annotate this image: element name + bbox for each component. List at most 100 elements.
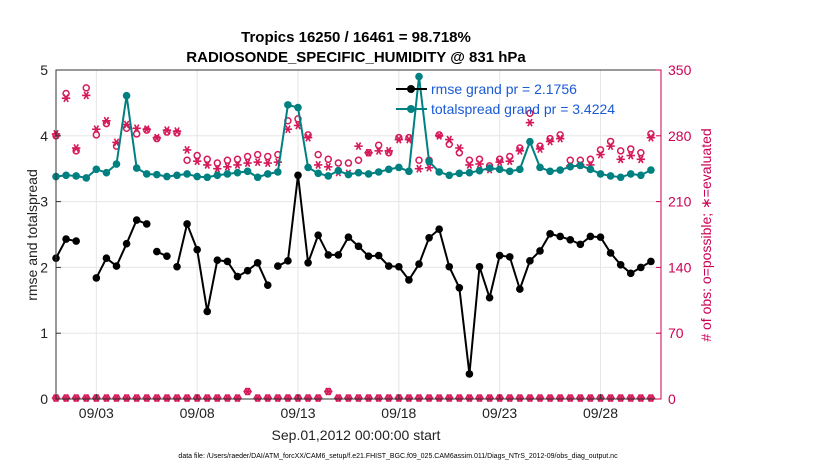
spread-point bbox=[203, 173, 212, 182]
obs-possible-marker bbox=[445, 140, 453, 149]
obs-possible-marker bbox=[334, 159, 343, 167]
spread-point bbox=[566, 162, 575, 171]
obs-possible-marker bbox=[546, 134, 554, 143]
spread-point bbox=[112, 160, 121, 168]
y-right-tick-label: 350 bbox=[668, 62, 692, 78]
x-tick-label: 09/08 bbox=[180, 405, 215, 421]
footnote: data file: /Users/raeder/DAI/ATM_forcXX/… bbox=[178, 453, 618, 460]
obs-bottom-evaluated-marker bbox=[324, 387, 333, 396]
obs-bottom-evaluated-marker bbox=[364, 394, 373, 403]
obs-bottom-evaluated-marker bbox=[606, 394, 615, 403]
obs-bottom-evaluated-marker bbox=[434, 394, 444, 403]
spread-point bbox=[163, 172, 171, 181]
spread-point bbox=[556, 166, 564, 174]
y-tick-label: 0 bbox=[40, 391, 48, 407]
obs-possible-marker bbox=[455, 148, 464, 157]
spread-point bbox=[344, 170, 353, 179]
obs-bottom-evaluated-marker bbox=[243, 387, 252, 396]
obs-bottom-evaluated-marker bbox=[172, 394, 182, 403]
spread-point bbox=[233, 168, 242, 177]
obs-possible-marker bbox=[616, 147, 625, 155]
obs-bottom-evaluated-marker bbox=[626, 394, 635, 403]
y-right-tick-label: 280 bbox=[668, 128, 692, 144]
obs-evaluated-marker bbox=[414, 164, 424, 173]
obs-possible-marker bbox=[82, 84, 90, 92]
spread-point bbox=[485, 164, 494, 172]
obs-possible-marker bbox=[264, 152, 272, 161]
obs-bottom-evaluated-marker bbox=[82, 394, 91, 403]
obs-possible-marker bbox=[92, 131, 101, 139]
spread-point bbox=[475, 166, 484, 175]
obs-bottom-evaluated-marker bbox=[273, 394, 283, 403]
legend-spread-label: totalspread grand pr = 3.4224 bbox=[431, 101, 615, 117]
obs-bottom-evaluated-marker bbox=[213, 394, 222, 403]
obs-evaluated-marker bbox=[626, 151, 635, 160]
rmse-point bbox=[384, 262, 393, 270]
rmse-point bbox=[596, 233, 605, 241]
rmse-point bbox=[183, 220, 191, 228]
x-tick-label: 09/23 bbox=[482, 405, 517, 421]
rmse-point bbox=[576, 240, 585, 249]
rmse-point bbox=[223, 257, 232, 266]
rmse-point bbox=[536, 247, 544, 255]
obs-bottom-evaluated-marker bbox=[152, 394, 162, 403]
spread-point bbox=[415, 72, 423, 81]
obs-bottom-evaluated-marker bbox=[505, 394, 514, 403]
spread-point bbox=[263, 170, 272, 178]
obs-possible-marker bbox=[193, 151, 201, 160]
obs-possible-marker bbox=[526, 109, 534, 117]
legend: rmse grand pr = 2.1756 totalspread grand… bbox=[396, 81, 615, 117]
rmse-point bbox=[647, 257, 655, 266]
spread-point bbox=[616, 173, 625, 182]
obs-bottom-evaluated-marker bbox=[404, 394, 414, 403]
obs-possible-marker bbox=[62, 89, 70, 98]
rmse-point bbox=[566, 235, 575, 244]
obs-possible-marker bbox=[385, 148, 393, 157]
spread-point bbox=[354, 168, 363, 177]
y-tick-label: 2 bbox=[40, 259, 48, 275]
obs-possible-marker bbox=[647, 130, 655, 138]
rmse-point bbox=[616, 260, 625, 269]
obs-possible-marker bbox=[475, 155, 484, 164]
obs-possible-marker bbox=[465, 156, 474, 164]
rmse-point bbox=[193, 245, 201, 254]
obs-possible-marker bbox=[102, 119, 111, 128]
rmse-point bbox=[485, 293, 494, 302]
obs-evaluated-marker bbox=[82, 91, 91, 100]
spread-point bbox=[132, 164, 141, 172]
rmse-point bbox=[465, 370, 474, 378]
rmse-point bbox=[606, 249, 615, 257]
legend-rmse-marker bbox=[407, 85, 415, 93]
obs-possible-marker bbox=[304, 131, 312, 139]
obs-possible-marker bbox=[415, 156, 423, 164]
spread-point bbox=[122, 91, 131, 100]
x-tick-label: 09/18 bbox=[381, 405, 416, 421]
spread-point bbox=[586, 165, 595, 174]
obs-bottom-evaluated-marker bbox=[162, 394, 172, 403]
obs-possible-marker bbox=[344, 159, 353, 167]
rmse-point bbox=[233, 272, 242, 281]
obs-possible-marker bbox=[153, 134, 161, 143]
obs-bottom-evaluated-marker bbox=[102, 394, 111, 403]
y-tick-label: 4 bbox=[40, 128, 48, 144]
rmse-point bbox=[203, 307, 212, 316]
spread-point bbox=[153, 170, 161, 179]
obs-possible-marker bbox=[596, 146, 605, 154]
rmse-point bbox=[364, 252, 373, 261]
obs-bottom-evaluated-marker bbox=[424, 394, 434, 403]
chart-subtitle: RADIOSONDE_SPECIFIC_HUMIDITY @ 831 hPa bbox=[186, 49, 526, 66]
obs-evaluated-marker bbox=[313, 160, 323, 169]
obs-possible-marker bbox=[324, 155, 332, 164]
spread-point bbox=[435, 168, 443, 176]
y-axis-label: rmse and totalspread bbox=[24, 169, 40, 301]
spread-point bbox=[253, 173, 262, 182]
spread-point bbox=[72, 172, 80, 180]
rmse-point bbox=[455, 283, 464, 292]
obs-evaluated-marker bbox=[243, 159, 252, 168]
obs-possible-marker bbox=[213, 159, 222, 167]
spread-point bbox=[395, 163, 403, 172]
rmse-point bbox=[263, 281, 272, 289]
spread-point bbox=[213, 171, 222, 180]
spread-point bbox=[596, 170, 605, 178]
y-tick-label: 1 bbox=[40, 325, 48, 341]
